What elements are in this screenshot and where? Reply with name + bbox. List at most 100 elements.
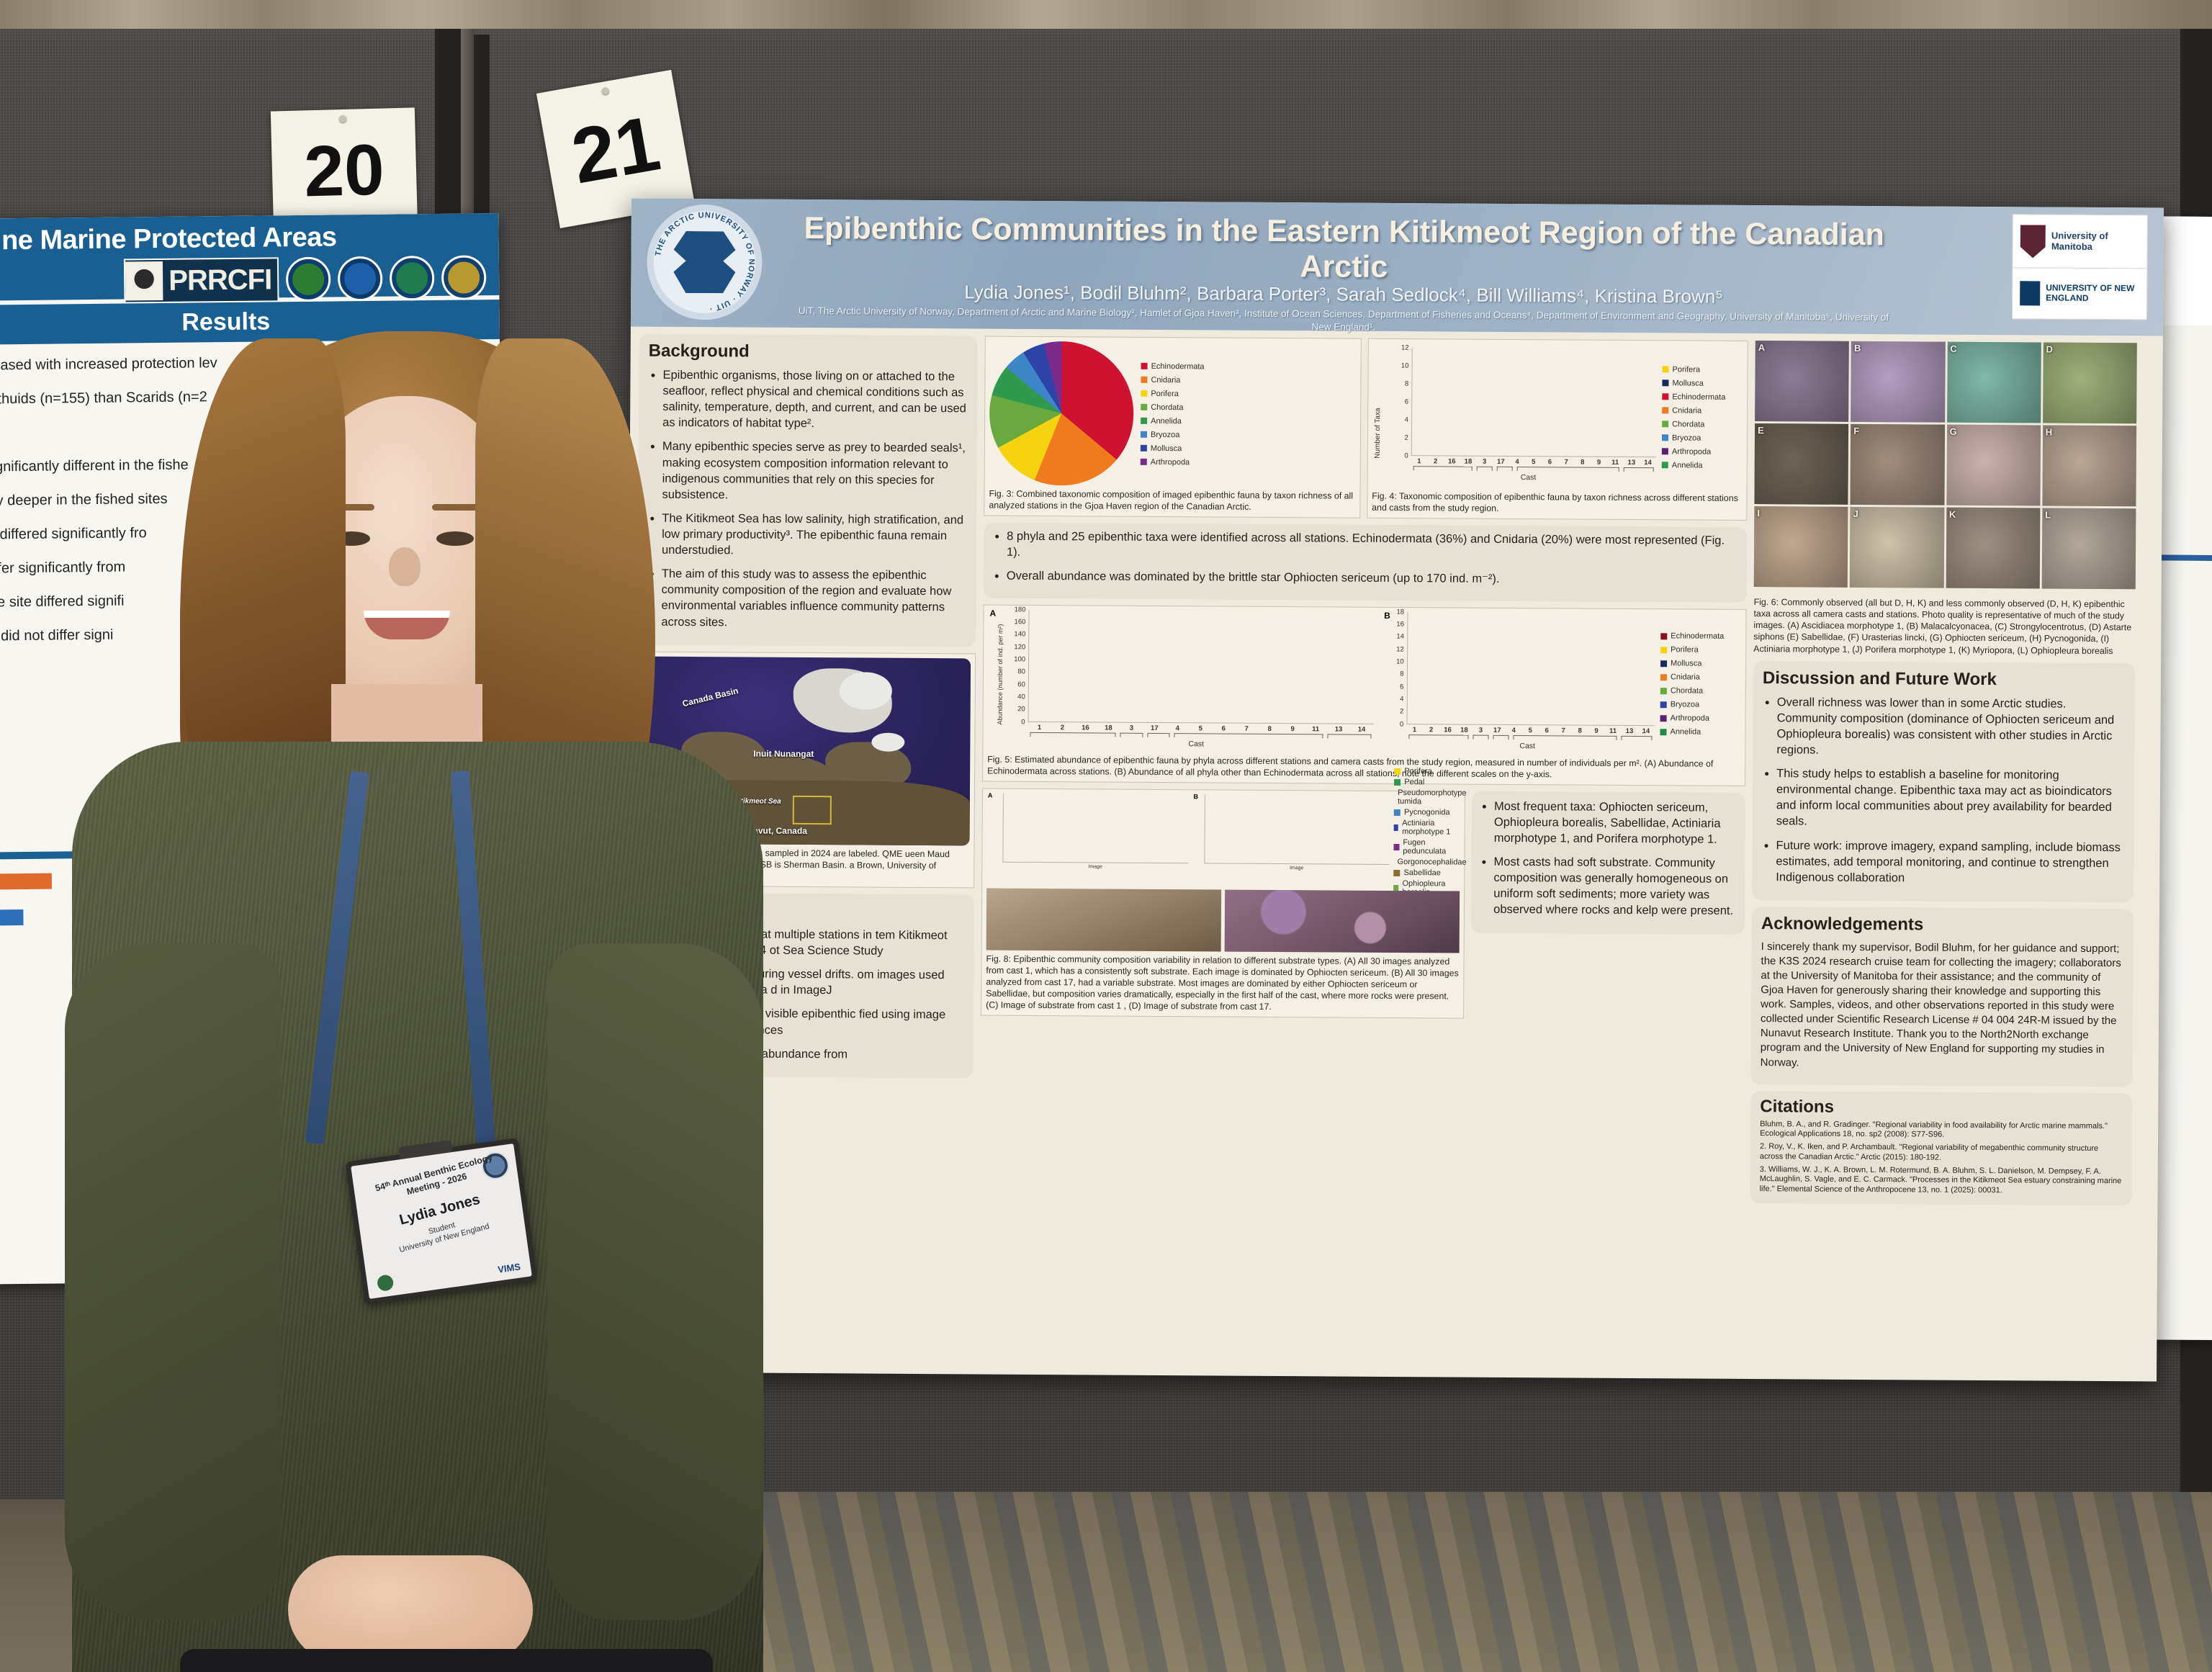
legend-item: Cnidaria [1662,406,1743,415]
y-tick-label: 2 [1404,433,1408,442]
x-tick-label: 5 [1198,724,1202,732]
legend-item: Annelida [1660,727,1740,737]
bar-slot [1097,610,1120,723]
fig8-panel-d-photo [1224,889,1460,953]
bar-slot [1638,613,1655,726]
y-tick-label: 4 [1404,415,1408,424]
results-bullet-list: 8 phyla and 25 epibenthic taxa were iden… [994,529,1737,589]
fig4-station-groups [1411,466,1656,472]
discussion-bullet: This study helps to establish a baseline… [1776,765,2126,831]
legend-item: Bryozoa [1660,700,1741,709]
bar-group [1204,794,1390,865]
x-tick-label: 6 [1545,726,1549,734]
fig6-photo-label: F [1853,425,1860,436]
legend-item: Porifera [1662,365,1743,374]
fig5b-station-groups [1406,734,1654,740]
x-tick-label: 2 [1429,725,1434,734]
fig6-photo-label: K [1948,508,1956,520]
eyebrow-right [432,504,478,511]
fig6-photo-l: L [2041,508,2136,590]
y-tick-label: 140 [1014,630,1026,639]
x-tick-label: 4 [1515,458,1519,467]
eyebrow-left [328,504,374,511]
citations-list: Bluhm, B. A., and R. Gradinger. "Regiona… [1760,1120,2123,1197]
y-tick-label: 0 [1404,451,1408,460]
x-tick-label: 17 [1151,724,1159,732]
bar-slot [1051,610,1075,722]
x-tick-label: 18 [1105,724,1112,732]
citation-item: Bluhm, B. A., and R. Gradinger. "Regiona… [1760,1119,2108,1140]
x-tick-label: 16 [1082,723,1089,732]
poster20-title: ppine Marine Protected Areas [0,222,337,256]
fig4-plot-area: 0 2 4 6 8 10 12 [1401,344,1657,460]
bar-slot [1506,613,1523,725]
prrcfi-logo: PRRCFI [123,257,279,304]
bar-slot [1456,612,1473,725]
x-tick-label: 18 [1464,457,1473,466]
fig6-photo-a: A [1755,341,1850,422]
svg-text:THE ARCTIC UNIVERSITY OF NORWA: THE ARCTIC UNIVERSITY OF NORWAY · UIT · [654,211,756,314]
acknowledgements-text: I sincerely thank my supervisor, Bodil B… [1760,940,2121,1069]
bar-slot [1542,349,1559,457]
findings-bullet-list: Most frequent taxa: Ophiocten sericeum, … [1480,799,1736,920]
bar-slot [1327,611,1351,724]
y-tick-label: 80 [1017,668,1026,676]
clasped-hands [288,1555,533,1663]
fig5b-legend: Echinodermata Porifera Mollusca Cnidaria Cho… [1660,613,1741,755]
legend-item: Bryozoa [1661,433,1743,443]
map-snow [839,672,892,711]
legend-item: Porifera [1394,767,1460,776]
poster20-header: ppine Marine Protected Areas han Florida… [0,213,500,304]
y-tick-label: 0 [1399,720,1404,729]
seal-icon-2 [337,256,383,302]
y-tick-label: 20 [1017,705,1025,714]
fig6-photo-grid: A B C D E F G H I J K L [1753,341,2137,590]
x-tick-label: 14 [1644,459,1652,467]
fig6-photo-label: G [1949,426,1957,437]
bar-slot [1607,349,1624,457]
bar-slot [1258,611,1282,724]
fig6-photo-label: A [1758,342,1766,354]
fig6-photo-g: G [1946,424,2041,506]
shield-icon [2020,225,2046,258]
bar-slot [1555,613,1573,725]
x-tick-label: 6 [1547,458,1552,467]
y-tick-label: 6 [1400,683,1404,691]
fig5a-plot-area: 0 20 40 60 80 100 120 140 160 180 [1014,606,1375,726]
fig6-photo-label: C [1950,343,1957,354]
bar-slot [1575,349,1592,457]
bar-slot [1493,349,1510,457]
x-tick-label: 3 [1482,457,1487,466]
legend-item: Arthropoda [1661,447,1743,457]
fig6-photo-label: L [2045,509,2051,521]
uit-ring-text-icon: THE ARCTIC UNIVERSITY OF NORWAY · UIT · [654,211,756,314]
y-tick-label: 4 [1400,695,1404,704]
y-tick-label: 14 [1396,632,1404,641]
poster-number-label: 21 [565,98,666,200]
citations-heading: Citations [1760,1096,1835,1117]
discussion-heading: Discussion and Future Work [1762,668,1997,689]
bar-slot [1591,349,1608,457]
x-tick-label: 14 [1642,727,1650,735]
x-tick-label: 3 [1129,724,1134,732]
findings-panel: Most frequent taxa: Ophiocten sericeum, … [1470,791,1745,935]
x-tick-label: 16 [1444,725,1452,734]
x-tick-label: 9 [1594,727,1599,735]
x-tick-label: 1 [1412,725,1417,734]
bar-slot [1423,612,1440,724]
bar-slot [1640,349,1657,458]
bar-slot [1509,349,1527,457]
fig3-legend-item: Cnidaria [1141,375,1204,385]
legend-item: Pedal [1394,778,1460,787]
bar-group [1406,612,1655,726]
y-tick-label: 16 [1396,620,1405,629]
bar-slot [1143,610,1166,723]
x-tick-label: 5 [1528,726,1532,734]
fig3-legend-item: Arthropoda [1140,457,1204,467]
x-tick-label: 2 [1060,723,1065,732]
fig8-panel-c-photo [986,888,1222,952]
fig5a-x-axis-label: Cast [1188,739,1205,748]
discussion-bullet: Future work: improve imagery, expand sam… [1776,837,2124,887]
x-tick-label: 17 [1493,726,1501,734]
